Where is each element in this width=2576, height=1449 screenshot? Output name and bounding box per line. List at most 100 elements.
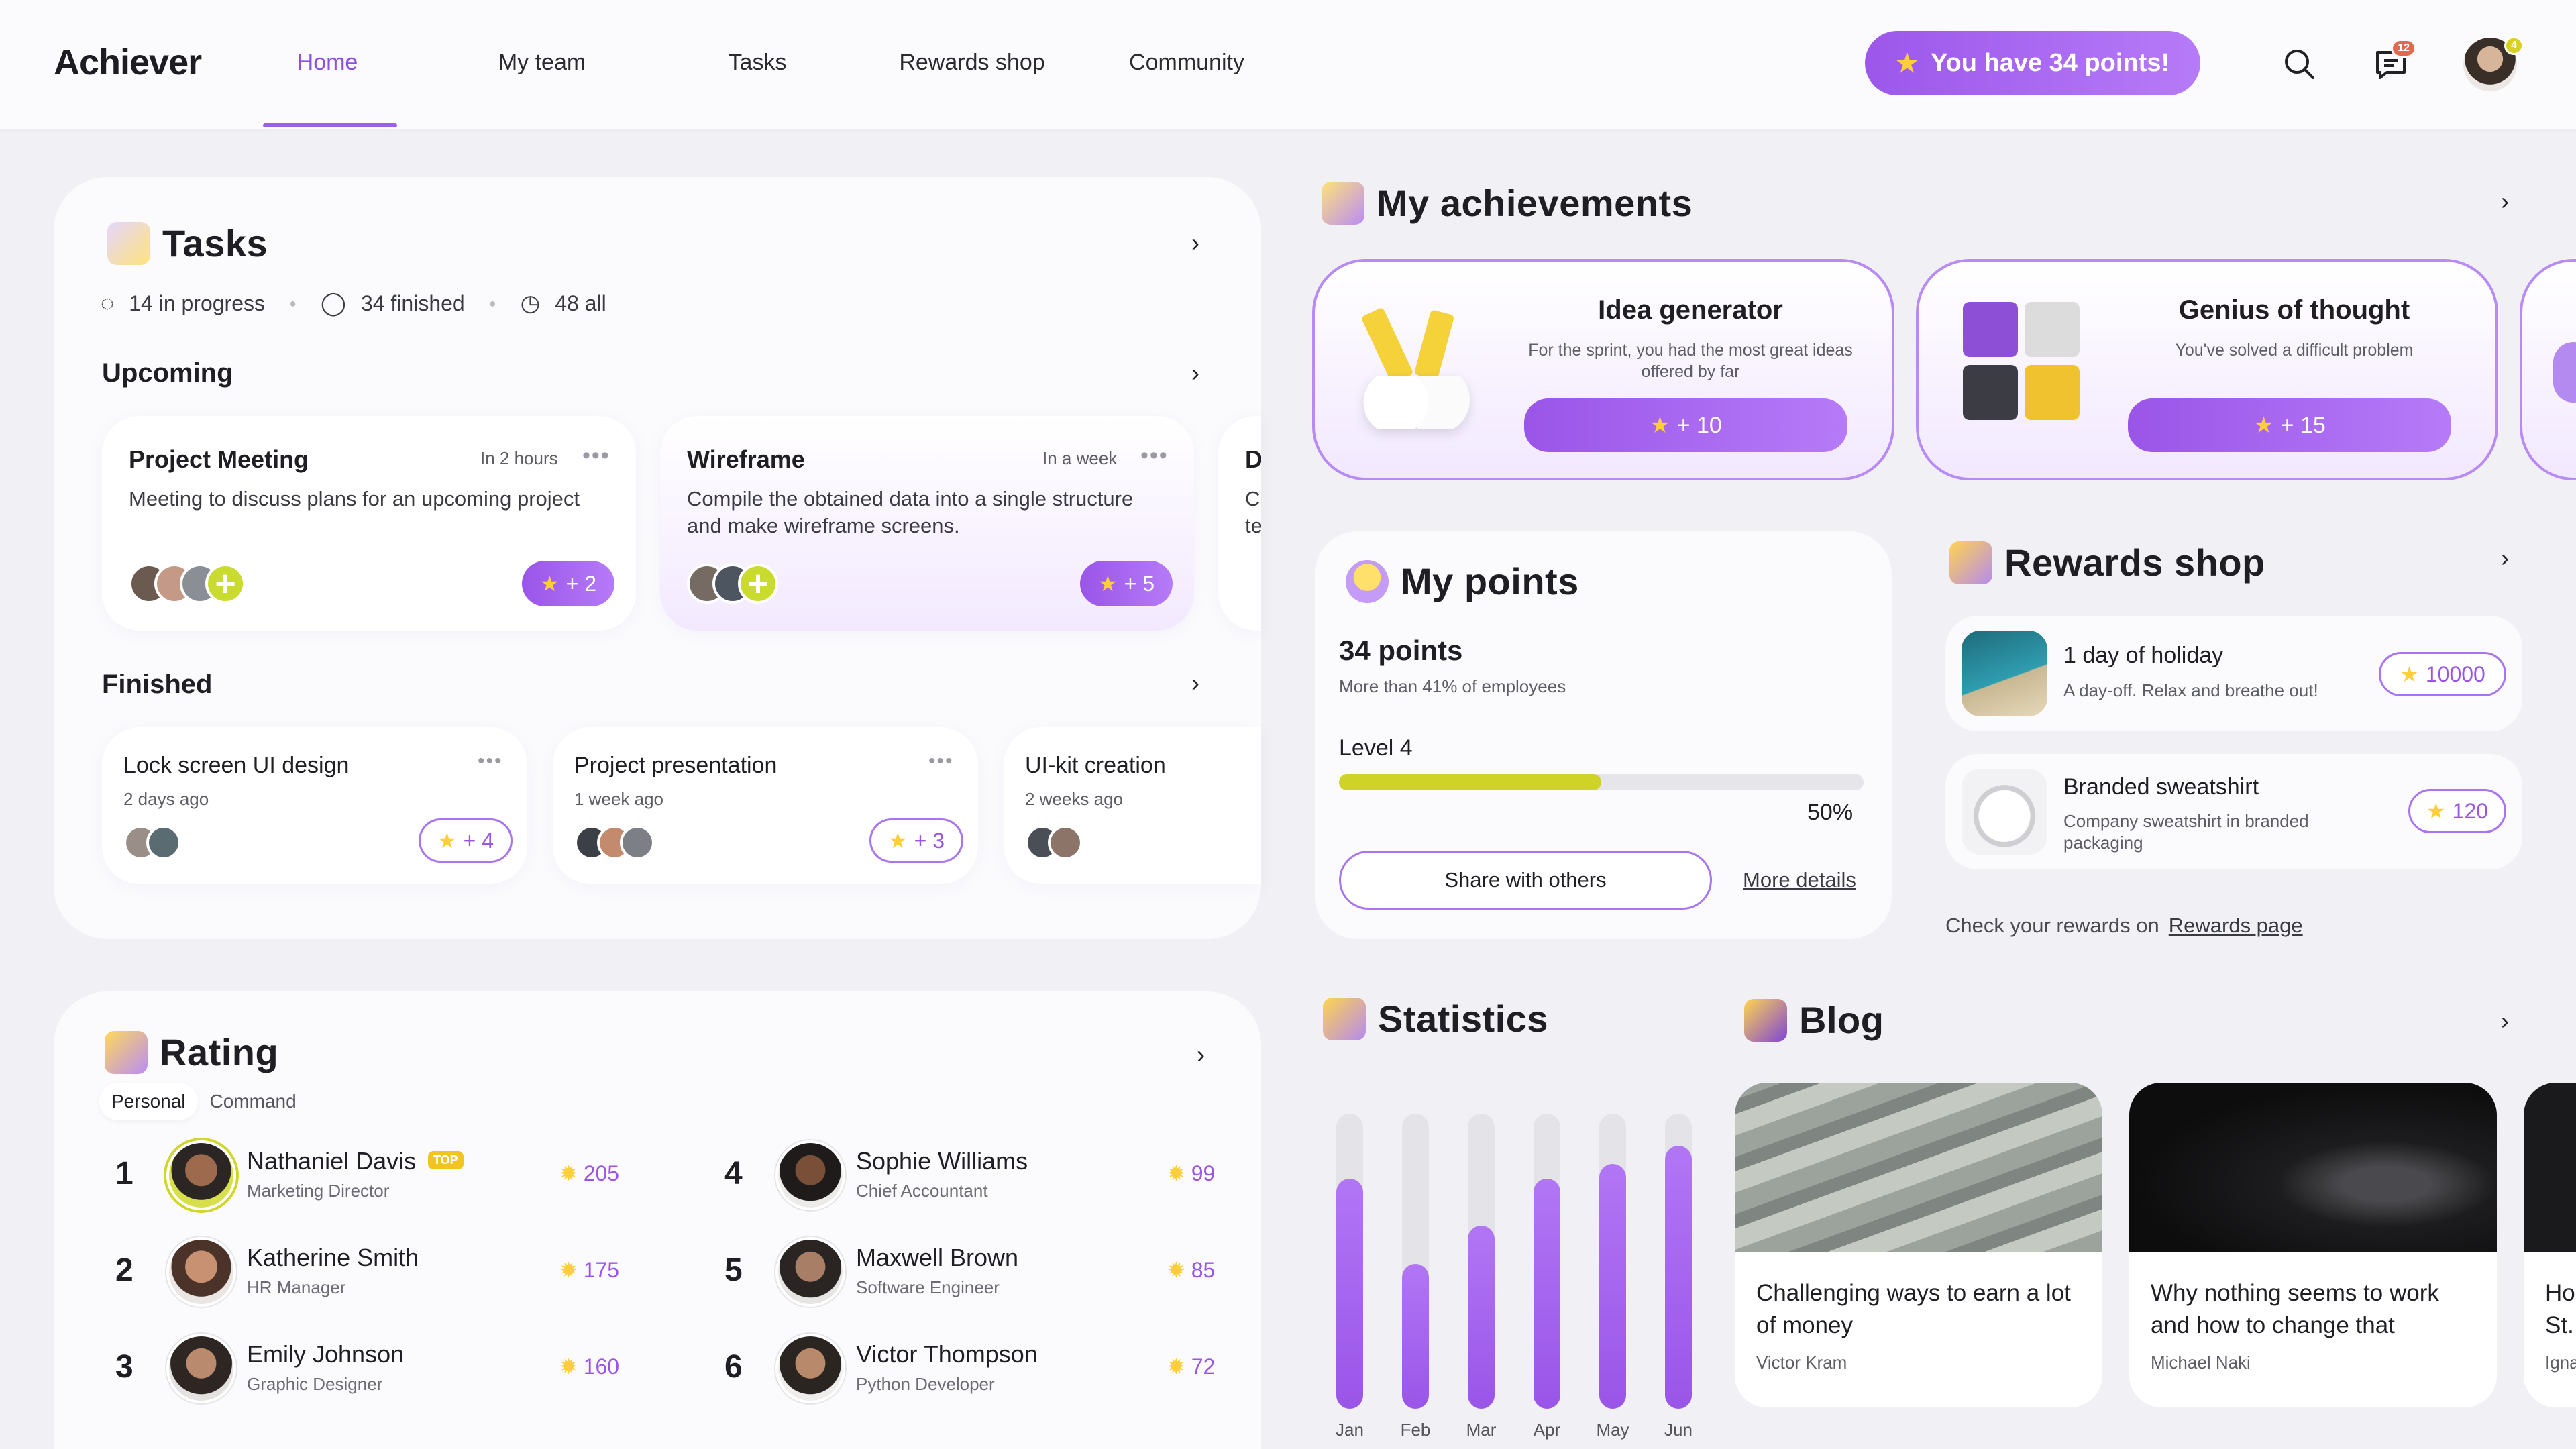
rank-number: 5 xyxy=(724,1252,743,1288)
reward-item[interactable]: Branded sweatshirt Company sweatshirt in… xyxy=(1945,754,2522,869)
rewards-footer-text: Check your rewards on xyxy=(1945,914,2159,937)
gift-icon xyxy=(1949,541,1992,584)
stat-bar-feb[interactable] xyxy=(1402,1264,1429,1409)
more-details-link[interactable]: More details xyxy=(1743,868,1856,892)
stat-bar-track-jun xyxy=(1665,1114,1692,1409)
add-participant-icon[interactable]: + xyxy=(205,564,246,604)
my-points-title-text: My points xyxy=(1401,560,1579,602)
task-description: Compile the obtained data into a single … xyxy=(687,487,1134,537)
search-icon[interactable] xyxy=(2273,38,2326,91)
trophy-icon xyxy=(105,1030,148,1074)
task-participants: + xyxy=(687,564,821,606)
person-role: Python Developer xyxy=(856,1374,995,1394)
more-options-icon[interactable]: ••• xyxy=(928,750,954,772)
stat-bar-mar[interactable] xyxy=(1468,1226,1495,1409)
blog-post-title: Ho St. xyxy=(2545,1277,2575,1342)
rewards-page-link[interactable]: Rewards page xyxy=(2168,914,2303,937)
achievements-chevron-right-icon[interactable]: › xyxy=(2501,187,2509,215)
achievement-card[interactable]: Genius of thought You've solved a diffic… xyxy=(1916,259,2498,480)
task-reward-badge: ★ + 4 xyxy=(419,818,513,863)
stat-bar-jun[interactable] xyxy=(1665,1146,1692,1409)
person-points: ✹ 205 xyxy=(559,1161,619,1186)
tasks-icon xyxy=(107,221,150,265)
blog-image xyxy=(2524,1083,2576,1252)
finished-chevron-right-icon[interactable]: › xyxy=(1191,669,1199,696)
rewards-chevron-right-icon[interactable]: › xyxy=(2501,544,2509,572)
person-role: HR Manager xyxy=(247,1277,346,1297)
blog-post-card[interactable]: Challenging ways to earn a lot of money … xyxy=(1735,1083,2102,1407)
task-reward-value: + 4 xyxy=(463,828,494,853)
nav-community[interactable]: Community xyxy=(1129,50,1244,75)
finished-count: 34 finished xyxy=(360,290,465,315)
avatar xyxy=(620,825,655,860)
person-points: ✹ 85 xyxy=(1167,1257,1215,1283)
task-participants xyxy=(1025,825,1106,863)
tasks-title-text: Tasks xyxy=(162,222,268,264)
points-value: 85 xyxy=(1191,1258,1216,1282)
star-icon: ★ xyxy=(1097,572,1118,596)
stat-bar-track-mar xyxy=(1468,1114,1495,1409)
tasks-stats: ◌ 14 in progress ● ◯ 34 finished ● ◷ 48 … xyxy=(101,290,606,317)
more-options-icon[interactable]: ••• xyxy=(582,443,610,468)
task-card[interactable]: D C te xyxy=(1218,416,1261,631)
add-participant-icon[interactable]: + xyxy=(738,564,778,604)
more-options-icon[interactable]: ••• xyxy=(478,750,503,772)
tasks-chevron-right-icon[interactable]: › xyxy=(1191,229,1199,256)
blog-post-card[interactable]: Why nothing seems to work and how to cha… xyxy=(2129,1083,2497,1407)
tab-command[interactable]: Command xyxy=(209,1091,297,1112)
reward-item[interactable]: 1 day of holiday A day-off. Relax and br… xyxy=(1945,616,2522,731)
task-card[interactable]: Wireframe In a week ••• Compile the obta… xyxy=(660,416,1194,631)
blog-post-author: Igna xyxy=(2545,1352,2576,1373)
task-time: 2 days ago xyxy=(123,789,209,809)
nav-home[interactable]: Home xyxy=(297,50,358,75)
nav-tasks[interactable]: Tasks xyxy=(728,50,787,75)
achievement-title: Genius of thought xyxy=(2178,295,2410,325)
finished-check-icon: ◯ xyxy=(320,290,346,316)
share-button[interactable]: Share with others xyxy=(1339,851,1712,910)
points-button[interactable]: ★ You have 34 points! xyxy=(1865,31,2200,95)
avatar xyxy=(166,1237,236,1307)
star-icon: ✹ xyxy=(559,1354,578,1379)
tab-personal[interactable]: Personal xyxy=(99,1083,198,1120)
task-reward-value: + 3 xyxy=(914,828,945,853)
blog-post-card[interactable]: Ho St. Igna xyxy=(2524,1083,2576,1407)
messages-button[interactable]: 12 xyxy=(2364,38,2418,91)
stat-month-label: Apr xyxy=(1533,1419,1561,1440)
rating-tabs: Personal Command xyxy=(99,1083,309,1120)
achievement-card[interactable]: Idea generator For the sprint, you had t… xyxy=(1312,259,1894,480)
reward-price-value: 120 xyxy=(2452,798,2489,823)
blog-image xyxy=(2129,1083,2497,1252)
more-options-icon[interactable]: ••• xyxy=(1140,443,1169,468)
nav-rewards-shop[interactable]: Rewards shop xyxy=(899,50,1045,75)
nav-my-team[interactable]: My team xyxy=(498,50,586,75)
finished-task-card[interactable]: Lock screen UI design ••• 2 days ago ★ +… xyxy=(102,727,527,884)
star-icon: ★ xyxy=(437,828,457,853)
in-progress-count: 14 in progress xyxy=(129,290,265,315)
achievement-card[interactable] xyxy=(2520,259,2576,480)
app-logo[interactable]: Achiever xyxy=(54,42,202,83)
stat-bar-jan[interactable] xyxy=(1336,1179,1363,1409)
finished-task-card[interactable]: Project presentation ••• 1 week ago ★ + … xyxy=(553,727,978,884)
tasks-title: Tasks xyxy=(107,221,268,265)
task-description: Meeting to discuss plans for an upcoming… xyxy=(129,487,580,511)
history-icon: ◷ xyxy=(520,290,541,316)
rank-number: 6 xyxy=(724,1349,743,1385)
task-reward-value: + 5 xyxy=(1124,571,1155,596)
star-icon: ✹ xyxy=(559,1161,578,1185)
blog-chevron-right-icon[interactable]: › xyxy=(2501,1007,2509,1034)
person-name: Nathaniel Davis xyxy=(247,1147,417,1175)
finished-title: Finished xyxy=(102,669,213,699)
person-role: Marketing Director xyxy=(247,1181,390,1201)
all-count: 48 all xyxy=(555,290,606,315)
upcoming-title: Upcoming xyxy=(102,358,233,388)
upcoming-chevron-right-icon[interactable]: › xyxy=(1191,359,1199,386)
rating-chevron-right-icon[interactable]: › xyxy=(1197,1040,1205,1068)
profile-avatar-button[interactable]: 4 xyxy=(2463,36,2524,94)
stat-bar-may[interactable] xyxy=(1599,1164,1626,1409)
finished-task-card[interactable]: UI-kit creation 2 weeks ago xyxy=(1004,727,1261,884)
star-icon: ★ xyxy=(888,828,908,853)
person-role: Chief Accountant xyxy=(856,1181,988,1201)
level-progress-bar xyxy=(1339,774,1864,790)
stat-bar-apr[interactable] xyxy=(1534,1179,1560,1409)
task-card[interactable]: Project Meeting In 2 hours ••• Meeting t… xyxy=(102,416,636,631)
